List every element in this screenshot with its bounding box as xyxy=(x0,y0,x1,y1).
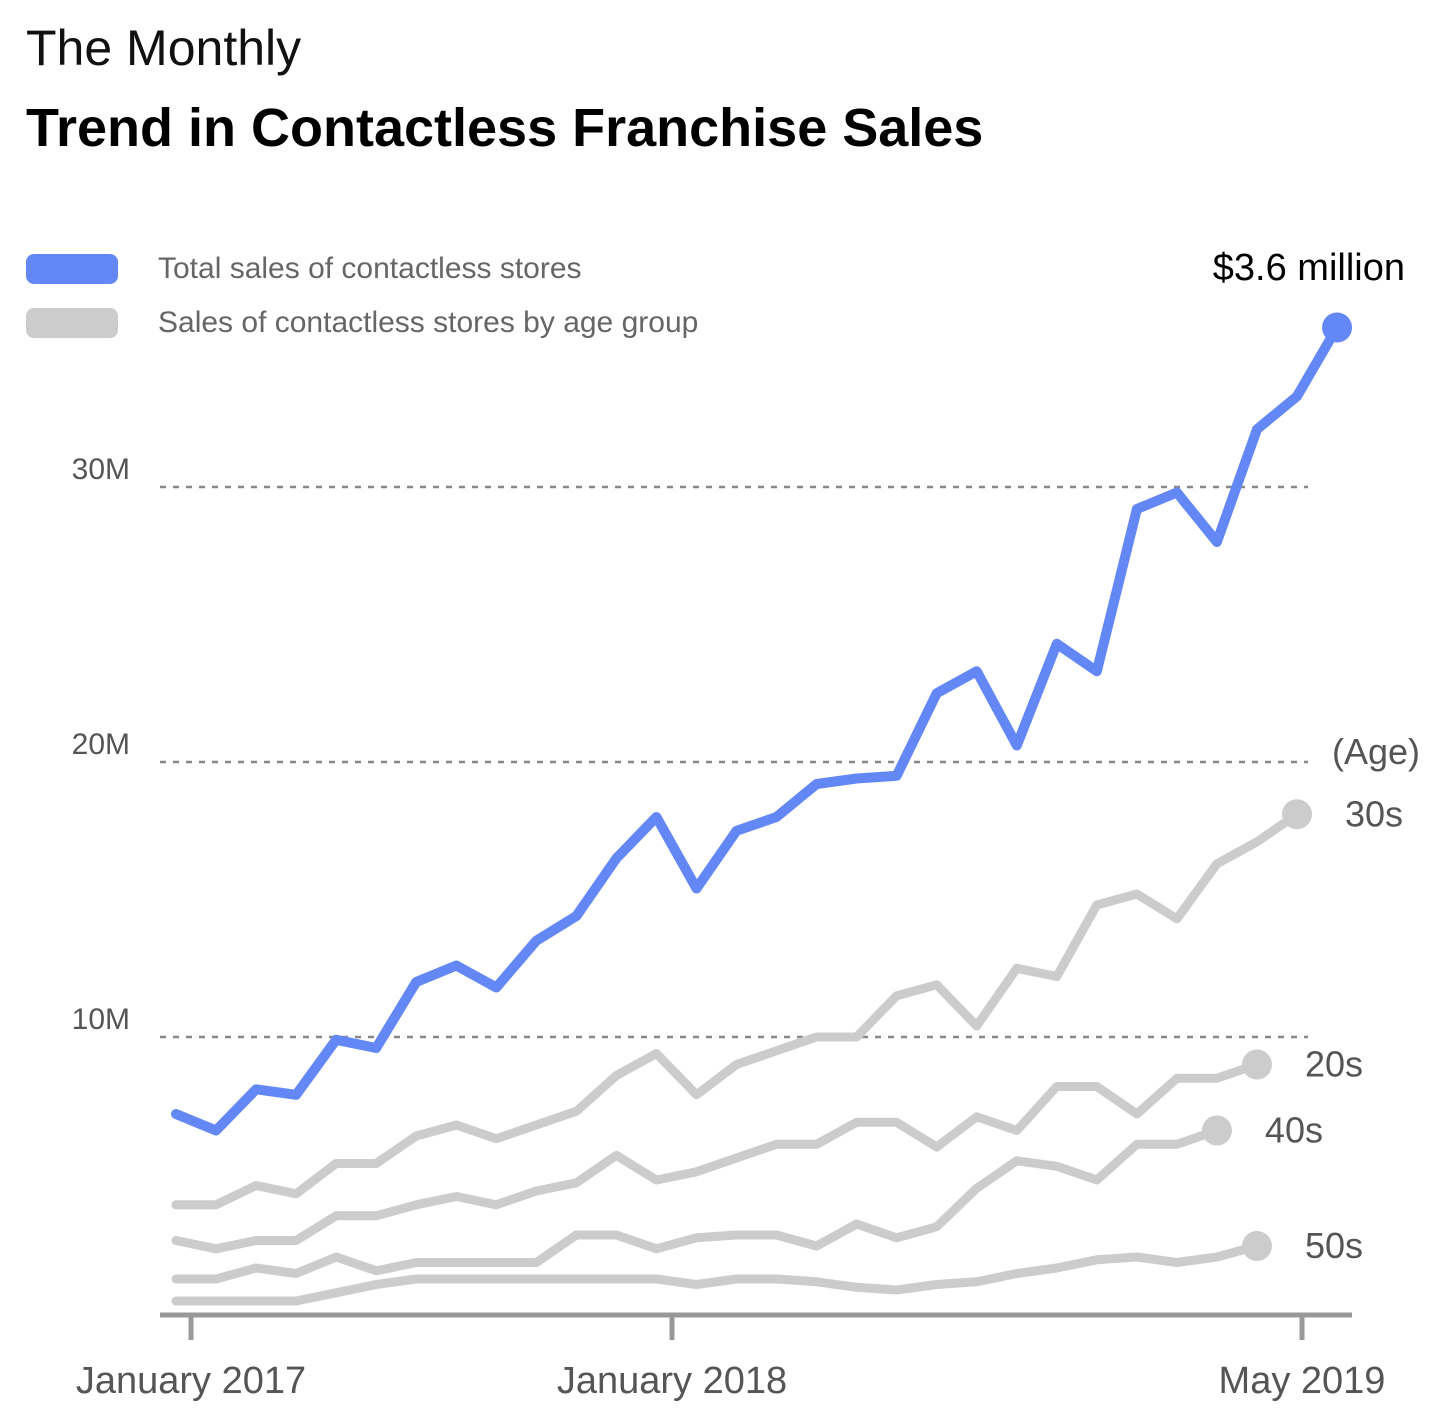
legend-swatch-age xyxy=(26,308,118,338)
series-label-20s: 20s xyxy=(1305,1044,1363,1085)
y-tick-label: 30M xyxy=(72,453,130,486)
gridlines: 10M 20M 30M xyxy=(72,453,1308,1039)
series-endpoint-total xyxy=(1322,312,1353,343)
x-tick-label: January 2018 xyxy=(557,1360,787,1402)
legend-label-total: Total sales of contactless stores xyxy=(158,252,582,285)
legend-swatch-total xyxy=(26,254,118,284)
total-series xyxy=(171,312,1353,1136)
legend-label-age: Sales of contactless stores by age group xyxy=(158,306,698,339)
x-axis: January 2017 January 2018 May 2019 xyxy=(76,1312,1386,1402)
age-series: 30s 20s 40s 50s xyxy=(171,793,1403,1306)
series-line-50s xyxy=(171,1241,1262,1306)
series-line-total xyxy=(171,322,1342,1136)
series-label-50s: 50s xyxy=(1305,1225,1363,1266)
series-endpoint-50s xyxy=(1241,1231,1272,1261)
series-endpoint-20s xyxy=(1241,1049,1272,1080)
series-endpoint-40s xyxy=(1201,1115,1232,1146)
series-label-40s: 40s xyxy=(1265,1110,1323,1151)
chart-subtitle: The Monthly xyxy=(26,20,301,76)
legend: Total sales of contactless stores Sales … xyxy=(26,252,698,339)
y-tick-label: 10M xyxy=(72,1003,130,1036)
series-line-30s xyxy=(171,809,1302,1210)
series-line-40s xyxy=(171,1126,1222,1284)
age-header: (Age) xyxy=(1332,731,1420,772)
x-tick-label: May 2019 xyxy=(1219,1360,1386,1402)
series-endpoint-30s xyxy=(1282,799,1312,830)
series-line-20s xyxy=(171,1060,1262,1254)
y-tick-label: 20M xyxy=(72,728,130,761)
x-tick-label: January 2017 xyxy=(76,1360,306,1402)
chart-title: Trend in Contactless Franchise Sales xyxy=(26,98,983,158)
series-label-30s: 30s xyxy=(1345,793,1403,834)
total-annotation: $3.6 million xyxy=(1213,247,1405,289)
